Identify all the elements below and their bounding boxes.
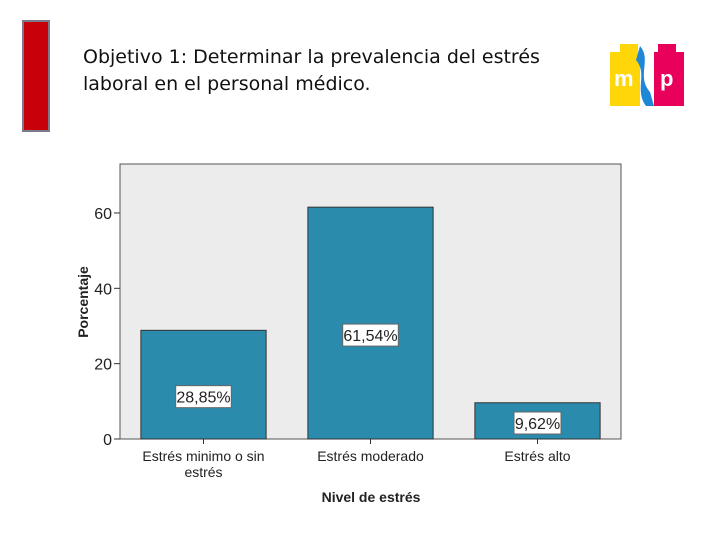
y-tick-label-4: 60 [94, 206, 112, 223]
msp-logo: m p [610, 44, 684, 106]
data-label-box-2 [342, 323, 399, 347]
slide-title-line-2: laboral en el personal médico. [83, 73, 371, 95]
data-label-1: 28,85% [176, 390, 230, 407]
y-tick-label-1: 0 [103, 432, 112, 449]
slide-title: Objetivo 1: Determinar la prevalencia de… [83, 44, 583, 98]
slide-title-line-1: Objetivo 1: Determinar la prevalencia de… [83, 46, 540, 68]
x-axis-title: Nivel de estrés [322, 489, 421, 505]
svg-text:p: p [660, 66, 673, 91]
y-axis-title: Porcentaje [75, 266, 91, 338]
bar-2 [307, 206, 434, 440]
data-label-2: 61,54% [343, 328, 397, 345]
bar-1 [140, 329, 267, 440]
y-tick-label-2: 20 [94, 357, 112, 374]
data-label-3: 9,62% [515, 416, 560, 433]
accent-red-bar [22, 20, 50, 132]
y-tick-label-3: 40 [94, 281, 112, 298]
svg-text:m: m [614, 66, 634, 91]
x-tick-label-1: Estrés minimo o sin estrés [142, 448, 264, 480]
x-tick-label-2: Estrés moderado [317, 448, 424, 464]
data-label-box-1 [175, 385, 232, 409]
data-label-box-3 [513, 411, 562, 435]
x-tick-label-3: Estrés alto [504, 448, 570, 464]
